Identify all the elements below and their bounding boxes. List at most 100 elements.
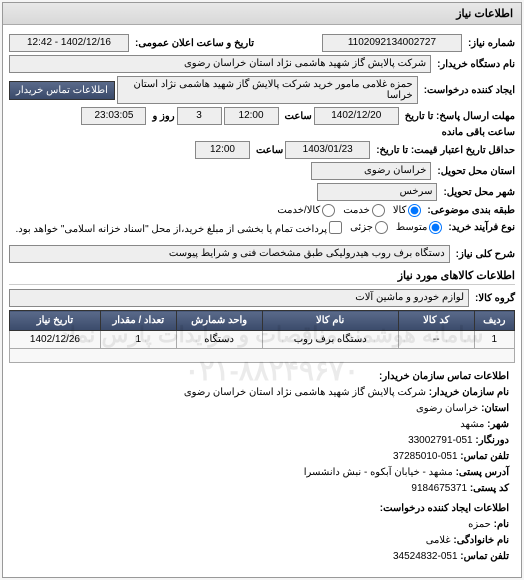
label-buyer-org: نام دستگاه خریدار: [433, 59, 515, 70]
th-qty: تعداد / مقدار [100, 311, 176, 331]
row-requester: ایجاد کننده درخواست: حمزه غلامی مامور خر… [9, 76, 515, 104]
field-validity-time: 12:00 [195, 141, 250, 159]
contact-province: استان: خراسان رضوی [15, 401, 509, 417]
items-section-title: اطلاعات کالاهای مورد نیاز [9, 269, 515, 285]
label-req-family: نام خانوادگی: [453, 535, 509, 546]
radio-kala-khedmat[interactable]: کالا/خدمت [277, 204, 335, 217]
field-need-no: 1102092134002727 [322, 34, 462, 52]
field-validity-date: 1403/01/23 [285, 141, 370, 159]
contact-city: شهر: مشهد [15, 417, 509, 433]
label-validity-time: ساعت [252, 145, 283, 156]
field-deadline-time: 12:00 [224, 107, 279, 125]
label-req-name: نام: [494, 519, 509, 530]
label-contact-postal: کد پستی: [470, 483, 509, 494]
value-contact-province: خراسان رضوی [416, 403, 478, 414]
label-contact-buyer-org: نام سازمان خریدار: [429, 387, 509, 398]
req-creator-title: اطلاعات ایجاد کننده درخواست: [15, 501, 509, 517]
category-radio-group: کالا خدمت کالا/خدمت [277, 204, 421, 217]
label-contact-city: شهر: [487, 419, 509, 430]
radio-kala[interactable]: کالا [393, 204, 422, 217]
th-date: تاریخ نیاز [10, 311, 101, 331]
row-delivery-province: استان محل تحویل: خراسان رضوی [9, 162, 515, 180]
td-date: 1402/12/26 [10, 331, 101, 349]
contact-buyer-button[interactable]: اطلاعات تماس خریدار [9, 81, 115, 100]
th-name: نام کالا [262, 311, 398, 331]
label-public-datetime: تاریخ و ساعت اعلان عمومی: [131, 38, 254, 49]
label-contact-province: استان: [481, 403, 509, 414]
row-need-no: شماره نیاز: 1102092134002727 تاریخ و ساع… [9, 34, 515, 52]
label-requester: ایجاد کننده درخواست: [420, 85, 515, 96]
label-deadline: مهلت ارسال پاسخ: تا تاریخ [401, 111, 515, 122]
table-row[interactable]: 1 -- دستگاه برف روب دستگاه 1 1402/12/26 [10, 331, 515, 349]
label-delivery-province: استان محل تحویل: [433, 166, 515, 177]
field-remaining-hours: 23:03:05 [81, 107, 146, 125]
radio-kala-input[interactable] [408, 204, 421, 217]
value-req-family: غلامی [426, 535, 451, 546]
label-deadline-time: ساعت [281, 111, 312, 122]
contact-fax: دورنگار: 051-33002791 [15, 433, 509, 449]
contact-title: اطلاعات تماس سازمان خریدار: [15, 369, 509, 385]
need-info-panel: اطلاعات نیاز شماره نیاز: 110209213400272… [2, 2, 522, 578]
field-buyer-org: شرکت پالایش گاز شهید هاشمی نژاد استان خر… [9, 55, 431, 73]
value-contact-fax: 051-33002791 [408, 435, 473, 446]
radio-jozei-input[interactable] [375, 221, 388, 234]
field-need-desc: دستگاه برف روب هیدرولیکی طبق مشخصات فنی … [9, 245, 450, 263]
contact-postal: کد پستی: 9184675371 [15, 481, 509, 497]
value-req-name: حمزه [468, 519, 491, 530]
radio-kala-khedmat-input[interactable] [322, 204, 335, 217]
value-contact-buyer-org: شرکت پالایش گاز شهید هاشمی نژاد استان خر… [184, 387, 426, 398]
value-contact-city: مشهد [460, 419, 484, 430]
row-validity: حداقل تاریخ اعتبار قیمت: تا تاریخ: 1403/… [9, 141, 515, 159]
td-code: -- [398, 331, 474, 349]
th-row: ردیف [474, 311, 514, 331]
field-requester: حمزه غلامی مامور خرید شرکت پالایش گاز شه… [117, 76, 418, 104]
radio-jozei-label: جزئی [350, 222, 373, 233]
field-public-datetime: 1402/12/16 - 12:42 [9, 34, 129, 52]
label-delivery-city: شهر محل تحویل: [439, 187, 515, 198]
checkbox-esnad-input[interactable] [329, 221, 342, 234]
radio-khedmat[interactable]: خدمت [343, 204, 385, 217]
row-group: گروه کالا: لوازم خودرو و ماشین آلات [9, 289, 515, 307]
label-validity: حداقل تاریخ اعتبار قیمت: تا تاریخ: [372, 145, 515, 156]
label-contact-address: آدرس پستی: [456, 467, 509, 478]
radio-khedmat-input[interactable] [372, 204, 385, 217]
contact-block: اطلاعات تماس سازمان خریدار: نام سازمان خ… [9, 363, 515, 571]
radio-kala-khedmat-label: کالا/خدمت [277, 205, 320, 216]
radio-jozei[interactable]: جزئی [350, 221, 388, 234]
items-table-head: ردیف کد کالا نام کالا واحد شمارش تعداد /… [10, 311, 515, 331]
contact-buyer-org: نام سازمان خریدار: شرکت پالایش گاز شهید … [15, 385, 509, 401]
radio-khedmat-label: خدمت [343, 205, 370, 216]
value-contact-phone: 051-37285010 [393, 451, 458, 462]
th-code: کد کالا [398, 311, 474, 331]
radio-motavaset-label: متوسط [396, 222, 427, 233]
row-delivery-city: شهر محل تحویل: سرخس [9, 183, 515, 201]
label-contact-fax: دورنگار: [475, 435, 509, 446]
table-row-empty [10, 349, 515, 363]
items-table-body: 1 -- دستگاه برف روب دستگاه 1 1402/12/26 [10, 331, 515, 363]
label-remaining-days: روز و [148, 111, 174, 122]
row-buyer-org: نام دستگاه خریدار: شرکت پالایش گاز شهید … [9, 55, 515, 73]
field-delivery-city: سرخس [317, 183, 437, 201]
row-buy-type: نوع فرآیند خرید: متوسط جزئی پرداخت تمام … [9, 220, 515, 235]
label-req-phone: تلفن تماس: [460, 551, 509, 562]
req-name: نام: حمزه [15, 517, 509, 533]
field-remaining-days: 3 [177, 107, 222, 125]
label-category: طبقه بندی موضوعی: [423, 205, 515, 216]
radio-motavaset[interactable]: متوسط [396, 221, 442, 234]
panel-body: شماره نیاز: 1102092134002727 تاریخ و ساع… [3, 25, 521, 577]
td-qty: 1 [100, 331, 176, 349]
row-deadline: مهلت ارسال پاسخ: تا تاریخ 1402/12/20 ساع… [9, 107, 515, 138]
label-need-no: شماره نیاز: [464, 38, 515, 49]
value-req-phone: 051-34524832 [393, 551, 458, 562]
value-contact-postal: 9184675371 [411, 483, 467, 494]
td-unit: دستگاه [176, 331, 262, 349]
checkbox-esnad[interactable]: پرداخت تمام یا بخشی از مبلغ خرید،از محل … [15, 220, 342, 235]
label-contact-phone: تلفن تماس: [460, 451, 509, 462]
td-name: دستگاه برف روب [262, 331, 398, 349]
radio-motavaset-input[interactable] [429, 221, 442, 234]
row-category: طبقه بندی موضوعی: کالا خدمت کالا/خدمت [9, 204, 515, 217]
value-contact-address: مشهد - خیابان آبکوه - نبش دانشسرا [304, 467, 453, 478]
th-unit: واحد شمارش [176, 311, 262, 331]
items-table: ردیف کد کالا نام کالا واحد شمارش تعداد /… [9, 310, 515, 363]
label-buy-type: نوع فرآیند خرید: [444, 222, 515, 233]
